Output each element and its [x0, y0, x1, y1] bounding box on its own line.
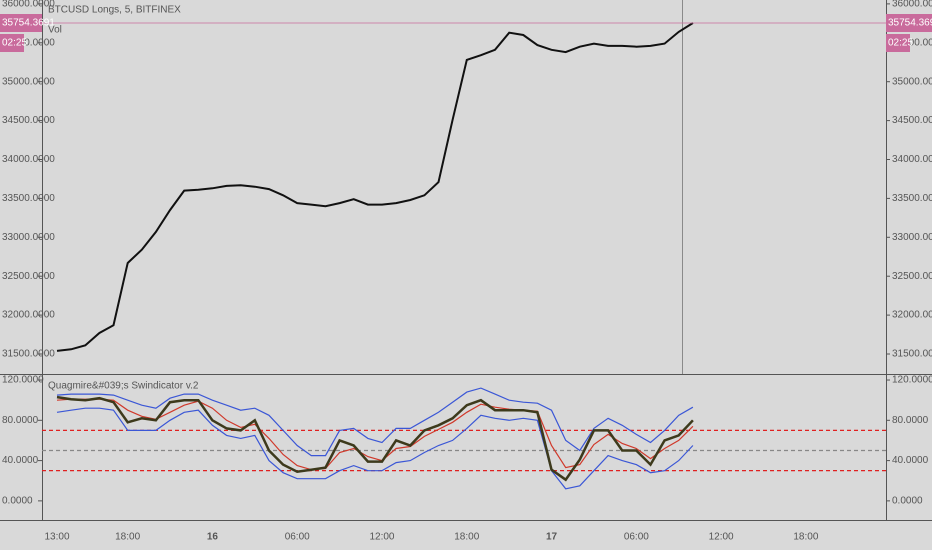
y-tick-label: 120.0000: [892, 375, 932, 386]
x-tick-label: 13:00: [44, 532, 69, 543]
last-price-tag: 35754.3691 02:25: [886, 14, 932, 53]
y-tick-label: 35000.0000: [2, 76, 55, 87]
last-price-tag: 35754.3691 02:25: [0, 14, 55, 53]
x-tick-label: 16: [207, 532, 219, 543]
y-tick-label: 34000.0000: [2, 154, 55, 165]
y-tick-label: 120.0000: [2, 375, 44, 386]
y-tick-label: 40.0000: [892, 455, 929, 466]
x-tick-label: 12:00: [709, 532, 734, 543]
tag-bg: [0, 14, 42, 33]
y-tick-label: 36000.0000: [2, 0, 55, 10]
y-tick-label: 32000.0000: [892, 310, 932, 321]
y-tick-label: 32500.0000: [2, 271, 55, 282]
y-tick-label: 33500.0000: [2, 193, 55, 204]
y-tick-label: 0.0000: [892, 496, 923, 507]
tag-bg: [886, 34, 910, 53]
series-line: [56, 398, 694, 471]
x-tick-label: 06:00: [624, 532, 649, 543]
y-tick-label: 36000.0000: [892, 0, 932, 10]
tag-bg: [886, 14, 932, 33]
y-tick-label: 0.0000: [2, 496, 33, 507]
indicator-title: Quagmire&#039;s Swindicator v.2: [48, 381, 199, 392]
chart-title: BTCUSD Longs, 5, BITFINEX: [48, 5, 181, 16]
x-tick-label: 12:00: [369, 532, 394, 543]
y-tick-label: 34500.0000: [892, 115, 932, 126]
y-tick-label: 34000.0000: [892, 154, 932, 165]
series-line: [56, 22, 694, 352]
countdown: 02:25: [888, 38, 913, 49]
y-tick-label: 33000.0000: [2, 232, 55, 243]
series-line: [56, 387, 694, 457]
x-tick-label: 18:00: [454, 532, 479, 543]
y-tick-label: 31500.0000: [892, 349, 932, 360]
y-tick-label: 35500.0000: [2, 37, 55, 48]
last-price-label: 35754.3691: [888, 18, 932, 29]
y-tick-label: 34500.0000: [2, 115, 55, 126]
x-tick-label: 18:00: [793, 532, 818, 543]
y-tick-label: 35500.0000: [892, 37, 932, 48]
y-tick-label: 33000.0000: [892, 232, 932, 243]
subtitle: Vol: [48, 25, 62, 36]
countdown: 02:25: [2, 38, 27, 49]
y-tick-label: 80.0000: [892, 415, 929, 426]
y-tick-label: 31500.0000: [2, 349, 55, 360]
x-tick-label: 18:00: [115, 532, 140, 543]
tag-bg: [0, 34, 24, 53]
y-tick-label: 40.0000: [2, 455, 39, 466]
y-tick-label: 33500.0000: [892, 193, 932, 204]
series-line: [56, 395, 694, 482]
y-tick-label: 32500.0000: [892, 271, 932, 282]
y-tick-label: 80.0000: [2, 415, 39, 426]
y-tick-label: 35000.0000: [892, 76, 932, 87]
series-line: [56, 407, 694, 490]
x-tick-label: 17: [546, 532, 558, 543]
y-tick-label: 32000.0000: [2, 310, 55, 321]
x-tick-label: 06:00: [285, 532, 310, 543]
last-price-label: 35754.3691: [2, 18, 55, 29]
